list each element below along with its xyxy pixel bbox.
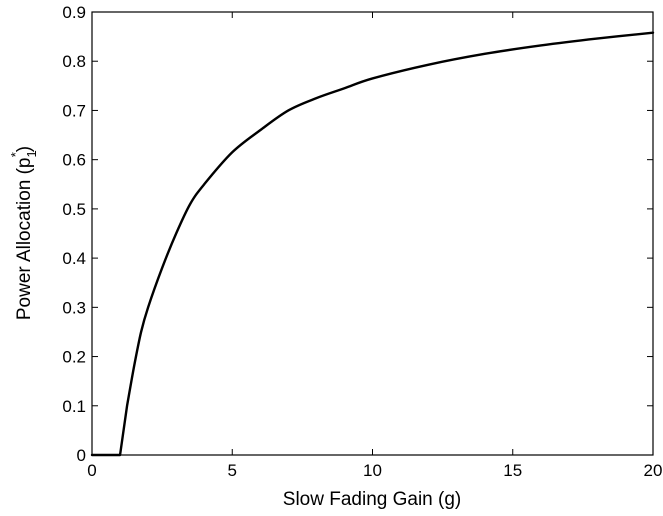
- y-axis-label: Power Allocation (p1*): [8, 146, 39, 320]
- y-tick-label-7: 0.7: [62, 101, 86, 120]
- x-tick-label-2: 10: [363, 461, 382, 480]
- x-tick-label-0: 0: [87, 461, 96, 480]
- plot-area: [91, 11, 654, 456]
- y-axis-label-close: ): [14, 146, 35, 152]
- series-line: [90, 31, 655, 457]
- y-tick-label-1: 0.1: [62, 397, 86, 416]
- y-tick-label-5: 0.5: [62, 200, 86, 219]
- y-axis-label-subscript: 1: [24, 150, 39, 157]
- y-tick-label-3: 0.3: [62, 298, 86, 317]
- x-axis-ticks: 0 5 10 15 20: [87, 12, 662, 480]
- y-axis-label-superscript: *: [8, 152, 23, 157]
- y-tick-label-2: 0.2: [62, 348, 86, 367]
- y-axis-ticks: 0 0.1 0.2 0.3 0.4 0.5 0.6 0.7 0.8 0.9: [62, 3, 653, 465]
- y-axis-label-main: Power Allocation (p: [14, 157, 35, 320]
- y-tick-label-4: 0.4: [62, 249, 86, 268]
- y-tick-label-0: 0: [77, 446, 86, 465]
- y-tick-label-6: 0.6: [62, 151, 86, 170]
- x-tick-label-4: 20: [644, 461, 663, 480]
- x-axis-label: Slow Fading Gain (g): [283, 489, 461, 510]
- x-tick-label-1: 5: [228, 461, 237, 480]
- y-tick-label-9: 0.9: [62, 3, 86, 22]
- y-tick-label-8: 0.8: [62, 52, 86, 71]
- x-tick-label-3: 15: [503, 461, 522, 480]
